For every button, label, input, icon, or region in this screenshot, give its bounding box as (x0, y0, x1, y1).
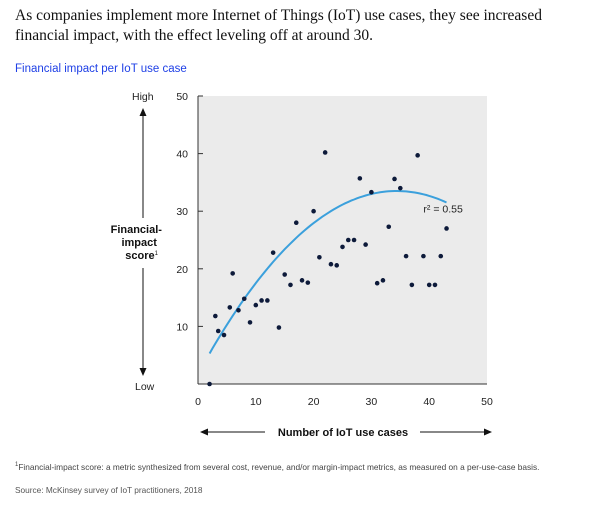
data-point (374, 280, 380, 286)
r-squared-annotation: r² = 0.55 (423, 203, 463, 215)
y-tick-label: 30 (176, 206, 188, 218)
data-point (317, 254, 322, 260)
data-point (403, 253, 409, 259)
data-point (392, 176, 397, 182)
data-point (276, 325, 282, 330)
chart-subtitle: Financial impact per IoT use case (15, 63, 187, 75)
data-point (270, 250, 276, 255)
y-tick-label: 10 (176, 321, 188, 333)
data-point (236, 307, 241, 313)
y-axis-label: Financial- impact score1 (111, 224, 165, 262)
x-tick-label: 0 (195, 396, 201, 408)
data-point (386, 224, 392, 230)
data-point (421, 253, 426, 259)
data-point (305, 280, 311, 285)
y-high-label: High (132, 91, 154, 103)
y-axis-label-line-1: Financial- (111, 224, 163, 236)
data-point (241, 296, 247, 302)
x-tick-label: 20 (308, 396, 320, 408)
data-point (345, 237, 351, 243)
y-axis-label-line-3: score (125, 250, 154, 262)
data-point (265, 298, 270, 303)
data-point (282, 272, 288, 277)
x-arrow-right-head (484, 428, 492, 436)
data-point (322, 150, 328, 155)
data-point (357, 176, 363, 181)
y-tick-label: 50 (176, 91, 188, 103)
data-points (207, 150, 449, 387)
data-point (311, 208, 316, 214)
x-axis-label: Number of IoT use cases (278, 427, 408, 439)
data-point (207, 381, 212, 387)
data-point (415, 153, 420, 158)
y-tick-label: 40 (176, 149, 188, 161)
source-note: Source: McKinsey survey of IoT practitio… (15, 485, 203, 495)
data-point (334, 263, 340, 268)
data-point (380, 278, 386, 283)
data-point (398, 185, 403, 191)
data-point (215, 328, 221, 334)
data-point (293, 220, 299, 226)
y-arrow-up-head (139, 108, 147, 116)
data-point (351, 237, 357, 243)
y-tick-label: 20 (176, 264, 188, 276)
data-point (426, 282, 432, 288)
data-point (369, 189, 374, 195)
data-point (432, 282, 438, 288)
x-arrow-left-head (200, 428, 208, 436)
trend-line (208, 190, 447, 354)
data-point (253, 302, 259, 308)
data-point (444, 226, 449, 231)
headline: As companies implement more Internet of … (15, 7, 542, 44)
data-point (288, 282, 293, 288)
y-axis-label-line-2: impact (121, 237, 157, 249)
x-tick-label: 10 (250, 396, 262, 408)
data-point (409, 282, 415, 288)
data-point (363, 242, 368, 247)
x-tick-label: 50 (481, 396, 493, 408)
data-point (221, 332, 227, 338)
data-point (340, 244, 345, 250)
data-point (259, 298, 264, 303)
data-point (213, 313, 218, 319)
data-point (299, 278, 305, 283)
data-point (230, 271, 235, 276)
footnote-marker: 1 (15, 462, 19, 469)
footnote: 1Financial-impact score: a metric synthe… (15, 462, 539, 472)
axis-ticks: 0 10 20 30 40 50 10 20 30 40 50 (176, 91, 493, 408)
data-point (328, 261, 334, 267)
data-point (438, 253, 444, 259)
y-low-label: Low (135, 381, 155, 393)
data-point (247, 320, 253, 325)
y-axis-label-sup: 1 (155, 251, 159, 257)
footnote-text: Financial-impact score: a metric synthes… (18, 462, 540, 472)
plot-area (198, 96, 487, 384)
x-tick-label: 40 (423, 396, 435, 408)
x-tick-label: 30 (366, 396, 378, 408)
data-point (227, 305, 233, 310)
y-arrow-down-head (139, 368, 147, 376)
